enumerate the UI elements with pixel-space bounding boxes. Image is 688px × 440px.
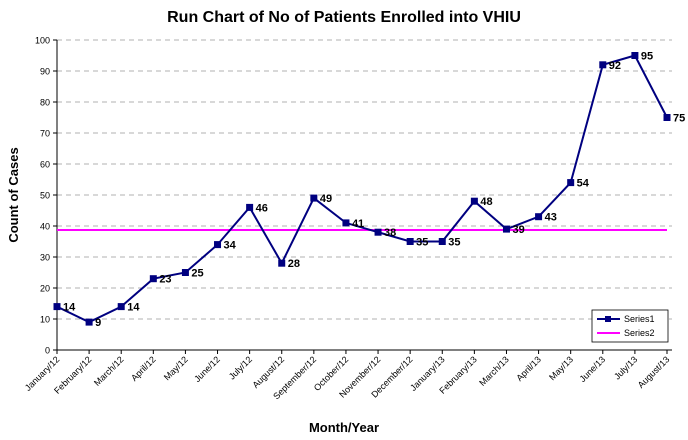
y-tick-label: 30 xyxy=(40,253,50,263)
data-label: 48 xyxy=(480,196,492,208)
point-marker xyxy=(181,269,189,276)
data-label: 95 xyxy=(641,51,653,63)
legend-label: Series1 xyxy=(624,314,655,324)
point-marker xyxy=(85,318,93,326)
data-label: 38 xyxy=(384,227,396,239)
point-marker xyxy=(214,241,222,249)
series-line xyxy=(56,54,668,324)
data-label: 25 xyxy=(191,268,203,280)
x-tick-label: May/12 xyxy=(162,354,190,382)
legend-box xyxy=(591,309,669,343)
y-axis-label: Count of Cases xyxy=(6,147,21,242)
point-marker xyxy=(438,238,446,245)
point-marker xyxy=(278,259,286,267)
point-marker xyxy=(631,52,639,59)
data-label: 14 xyxy=(127,302,140,314)
y-tick-label: 0 xyxy=(45,346,50,356)
data-label: 49 xyxy=(320,193,332,205)
point-marker xyxy=(599,61,607,69)
data-label: 35 xyxy=(416,237,428,249)
x-tick-label: March/12 xyxy=(92,354,126,388)
data-label: 9 xyxy=(95,317,101,329)
point-marker xyxy=(310,194,318,202)
point-marker xyxy=(663,114,671,121)
x-tick-label: April/13 xyxy=(514,354,543,383)
x-tick-label: July/13 xyxy=(612,354,639,381)
point-marker xyxy=(117,303,125,311)
legend-marker xyxy=(605,316,611,322)
y-tick-label: 90 xyxy=(40,67,50,77)
data-label: 28 xyxy=(288,258,300,270)
x-tick-label: May/13 xyxy=(547,354,575,382)
legend-label: Series2 xyxy=(624,328,655,338)
data-label: 14 xyxy=(63,302,76,314)
x-tick-label: June/12 xyxy=(192,354,222,384)
y-tick-label: 20 xyxy=(40,284,50,294)
y-tick-label: 50 xyxy=(40,191,50,201)
data-label: 92 xyxy=(609,60,621,72)
data-label: 46 xyxy=(256,202,268,214)
y-tick-label: 60 xyxy=(40,160,50,170)
data-label: 39 xyxy=(512,224,524,236)
point-marker xyxy=(53,303,61,311)
x-tick-label: April/12 xyxy=(129,354,158,383)
x-tick-label: July/12 xyxy=(227,354,254,381)
point-marker xyxy=(149,275,157,283)
x-axis-label: Month/Year xyxy=(309,420,379,435)
y-tick-label: 70 xyxy=(40,129,50,139)
data-label: 34 xyxy=(224,240,237,252)
y-tick-label: 10 xyxy=(40,315,50,325)
data-label: 41 xyxy=(352,218,364,230)
data-label: 43 xyxy=(545,212,557,224)
x-tick-label: August/13 xyxy=(636,354,672,390)
point-marker xyxy=(502,225,510,233)
data-label: 23 xyxy=(159,274,171,286)
point-marker xyxy=(567,179,575,187)
point-marker xyxy=(406,238,414,245)
data-label: 75 xyxy=(673,113,685,125)
chart-title: Run Chart of No of Patients Enrolled int… xyxy=(167,9,521,26)
x-tick-label: March/13 xyxy=(477,354,511,388)
point-marker xyxy=(374,228,382,236)
point-marker xyxy=(246,203,254,211)
point-marker xyxy=(535,213,543,221)
y-tick-label: 100 xyxy=(35,36,50,46)
y-tick-label: 80 xyxy=(40,98,50,108)
x-tick-label: June/13 xyxy=(577,354,607,384)
y-tick-label: 40 xyxy=(40,222,50,232)
data-label: 35 xyxy=(448,237,460,249)
point-marker xyxy=(470,197,478,205)
point-marker xyxy=(342,219,350,227)
data-label: 54 xyxy=(577,178,590,190)
